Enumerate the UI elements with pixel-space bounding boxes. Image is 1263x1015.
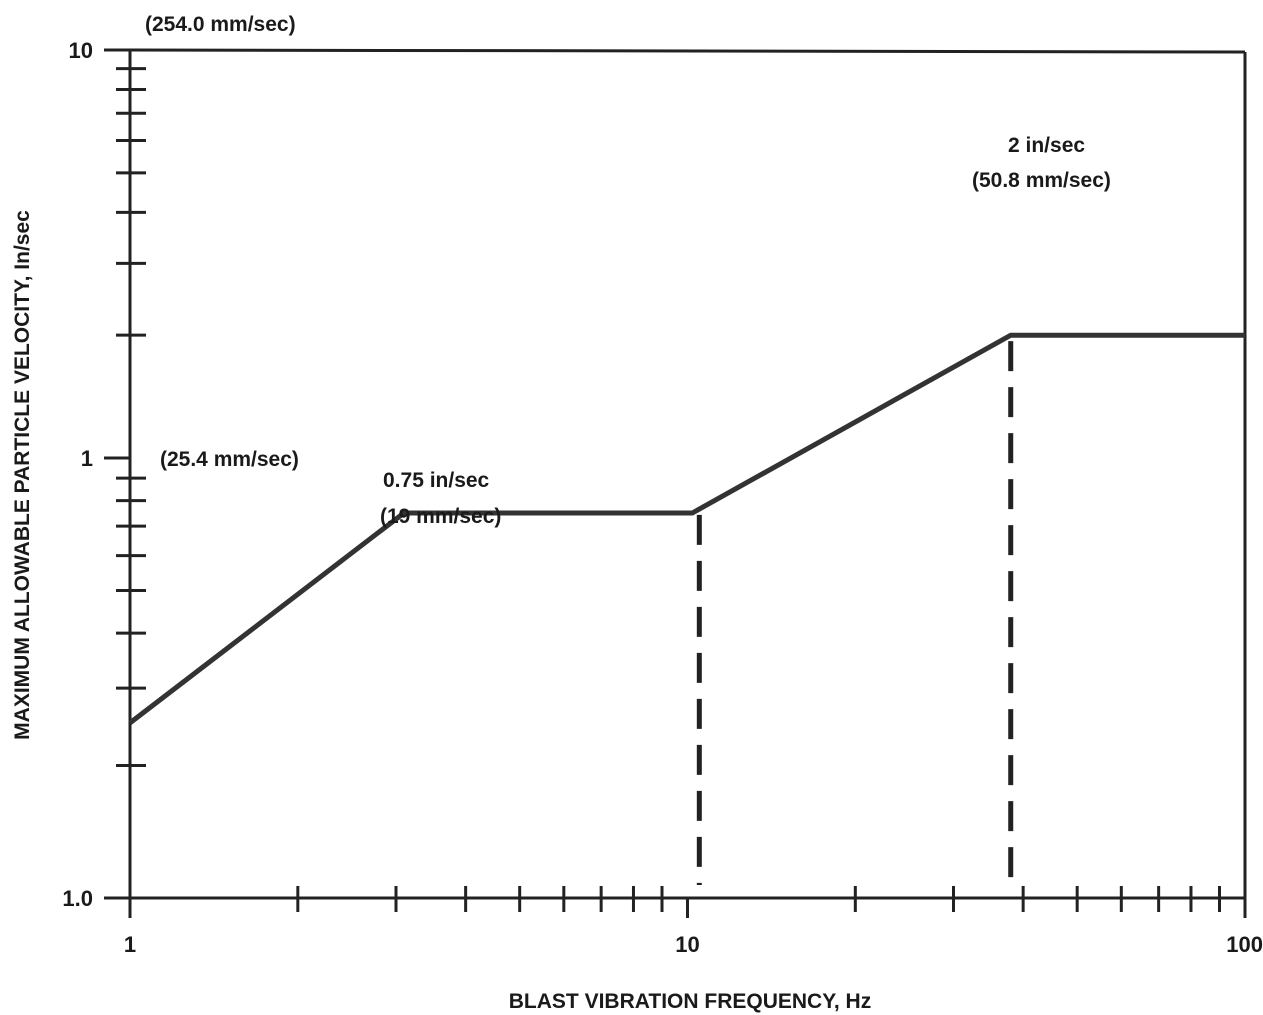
minor-ticks	[104, 48, 1247, 918]
tick-labels: 1 10 100 10 1 1.0	[62, 38, 1263, 957]
annotation-50-8-mm-sec: (50.8 mm/sec)	[972, 169, 1111, 192]
x-tick-label: 10	[675, 932, 699, 957]
y-tick-label: 10	[69, 38, 93, 63]
x-tick-label: 1	[124, 932, 136, 957]
series-layer	[128, 332, 1245, 725]
annotation-19-mm-sec: (19 mm/sec)	[380, 505, 501, 528]
y-tick-label: 1.0	[62, 886, 93, 911]
annotations: (254.0 mm/sec) (25.4 mm/sec) 0.75 in/sec…	[145, 13, 1111, 528]
y-axis-title: MAXIMUM ALLOWABLE PARTICLE VELOCITY, In/…	[11, 210, 34, 740]
annotation-25-4-mm-sec: (25.4 mm/sec)	[160, 448, 299, 471]
annotation-0-75-in-sec: 0.75 in/sec	[383, 469, 490, 492]
reference-lines	[696, 341, 1014, 885]
y-tick-label: 1	[81, 446, 93, 471]
annotation-2-in-sec: 2 in/sec	[1008, 134, 1085, 157]
plot-top-border	[129, 48, 1246, 54]
x-axis-title: BLAST VIBRATION FREQUENCY, Hz	[509, 990, 871, 1013]
series-line	[128, 332, 1245, 725]
annotation-254-mm-sec: (254.0 mm/sec)	[145, 13, 296, 36]
x-tick-label: 100	[1226, 932, 1263, 957]
